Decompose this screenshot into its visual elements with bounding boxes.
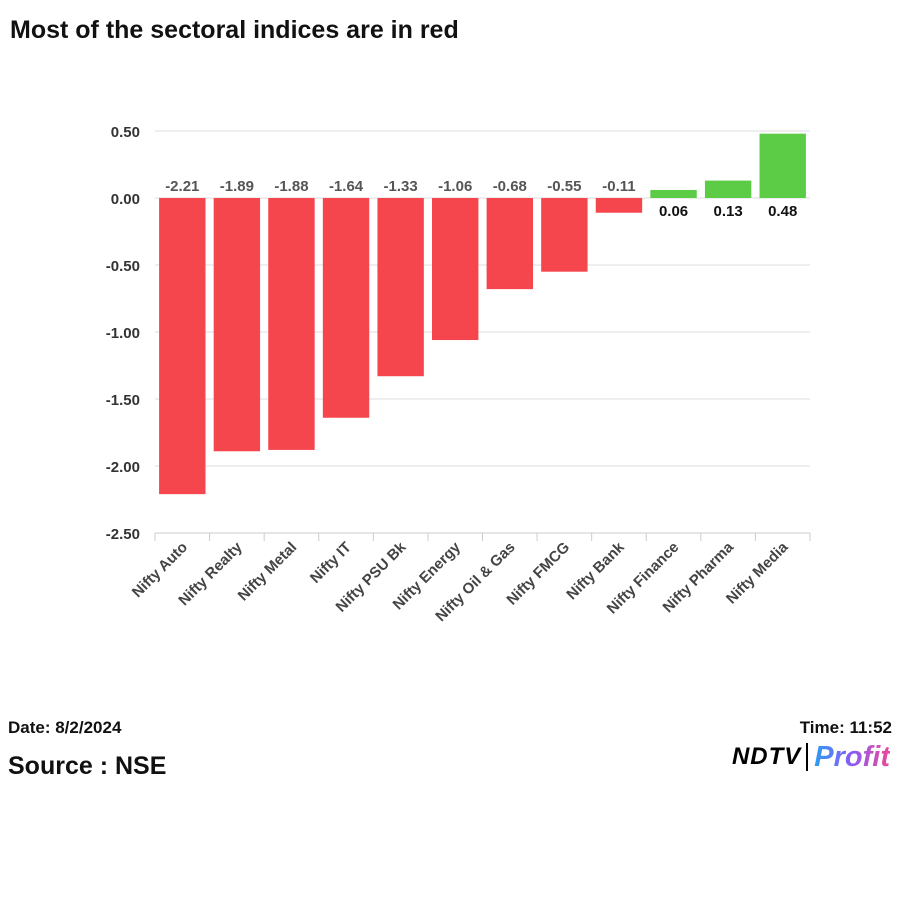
date-label: Date: 8/2/2024 (8, 718, 122, 737)
bar (486, 198, 533, 290)
source-label: Source : NSE (8, 752, 167, 780)
x-tick-label: Nifty IT (307, 539, 355, 587)
bar (377, 198, 424, 377)
bar (595, 198, 643, 213)
y-tick-label: -1.50 (106, 392, 140, 409)
data-label: -1.89 (220, 178, 254, 195)
y-tick-label: -2.50 (106, 526, 140, 543)
logo-profit-text: Profit (814, 740, 890, 773)
y-tick-label: -2.00 (106, 459, 140, 476)
y-tick-label: -1.00 (106, 325, 140, 342)
data-label: -1.06 (438, 178, 472, 195)
y-tick-label: 0.50 (111, 124, 140, 141)
data-label: -0.68 (493, 178, 527, 195)
bar (268, 198, 315, 450)
logo-ndtv-text: NDTV (731, 743, 802, 770)
data-label: -1.33 (384, 178, 418, 195)
y-tick-label: -0.50 (106, 258, 140, 275)
data-label: 0.06 (659, 203, 688, 220)
x-tick-label: Nifty Metal (235, 539, 301, 605)
data-label: -1.64 (329, 178, 364, 195)
data-label: -2.21 (165, 178, 199, 195)
bar (704, 180, 752, 198)
data-label: 0.13 (714, 203, 743, 220)
data-label: 0.48 (768, 203, 797, 220)
bar (159, 198, 206, 495)
bar (213, 198, 261, 452)
y-tick-label: 0.00 (111, 191, 140, 208)
bar (650, 189, 697, 198)
bar (759, 133, 806, 198)
time-label: Time: 11:52 (799, 718, 892, 737)
ndtv-profit-logo: NDTV Profit (732, 740, 890, 774)
data-label: -1.88 (274, 178, 308, 195)
bar (541, 198, 588, 272)
logo-separator (806, 743, 809, 771)
bar (322, 198, 370, 418)
data-label: -0.55 (547, 178, 581, 195)
chart-title: Most of the sectoral indices are in red (10, 16, 459, 44)
bar (432, 198, 479, 341)
data-label: -0.11 (602, 178, 635, 195)
